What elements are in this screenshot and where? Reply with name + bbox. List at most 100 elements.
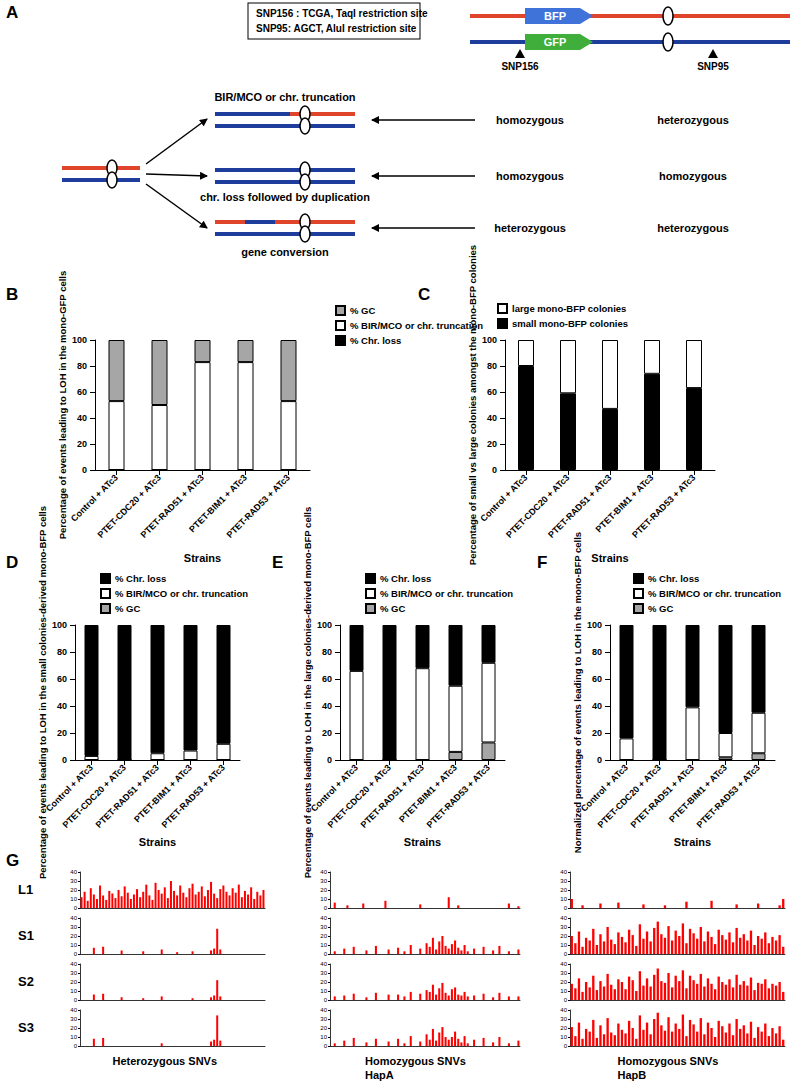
svg-text:20: 20 (70, 887, 77, 893)
svg-text:10: 10 (70, 1034, 77, 1040)
svg-text:Strains: Strains (674, 836, 711, 848)
svg-text:0: 0 (492, 465, 497, 475)
svg-text:40: 40 (592, 701, 602, 711)
svg-text:40: 40 (560, 961, 567, 967)
svg-text:10: 10 (70, 988, 77, 994)
svg-text:PTET-RAD53 + ATc3: PTET-RAD53 + ATc3 (695, 762, 763, 830)
svg-text:BFP: BFP (544, 10, 566, 22)
svg-text:100: 100 (482, 335, 497, 345)
svg-text:20: 20 (320, 979, 327, 985)
svg-text:Strains: Strains (591, 552, 628, 564)
svg-text:PTET-RAD53 + ATc3: PTET-RAD53 + ATc3 (630, 472, 698, 540)
svg-text:% Chr. loss: % Chr. loss (115, 573, 166, 584)
svg-text:40: 40 (320, 1007, 327, 1013)
svg-text:60: 60 (322, 674, 332, 684)
svg-text:40: 40 (560, 1007, 567, 1013)
svg-text:Percentage of events leading t: Percentage of events leading to LOH in t… (37, 506, 48, 879)
svg-text:% BIR/MCO or chr. truncation: % BIR/MCO or chr. truncation (350, 320, 483, 331)
svg-text:% BIR/MCO or chr. truncation: % BIR/MCO or chr. truncation (648, 588, 781, 599)
svg-text:PTET-CDC20 + ATc3: PTET-CDC20 + ATc3 (326, 762, 394, 830)
svg-text:Homozygous SNVs: Homozygous SNVs (365, 1055, 469, 1067)
svg-text:20: 20 (70, 1025, 77, 1031)
svg-text:heterozygous: heterozygous (494, 222, 566, 234)
svg-text:20: 20 (560, 1025, 567, 1031)
svg-text:80: 80 (592, 647, 602, 657)
svg-text:80: 80 (57, 647, 67, 657)
svg-text:60: 60 (487, 387, 497, 397)
svg-text:Homozygous SNVs: Homozygous SNVs (618, 1055, 722, 1067)
svg-text:large mono-BFP colonies: large mono-BFP colonies (512, 303, 626, 314)
svg-text:20: 20 (322, 728, 332, 738)
svg-text:B: B (6, 285, 18, 304)
svg-text:20: 20 (560, 887, 567, 893)
svg-text:100: 100 (317, 620, 332, 630)
svg-text:40: 40 (70, 915, 77, 921)
svg-text:10: 10 (320, 942, 327, 948)
svg-text:30: 30 (560, 878, 567, 884)
svg-text:0: 0 (564, 997, 568, 1003)
svg-text:10: 10 (320, 988, 327, 994)
svg-text:30: 30 (320, 970, 327, 976)
svg-text:20: 20 (57, 728, 67, 738)
svg-text:gene conversion: gene conversion (241, 246, 329, 258)
svg-text:PTET-BIM1 + ATc3: PTET-BIM1 + ATc3 (132, 762, 194, 824)
svg-text:0: 0 (62, 755, 67, 765)
svg-text:20: 20 (560, 933, 567, 939)
svg-text:40: 40 (320, 869, 327, 875)
svg-text:0: 0 (82, 465, 87, 475)
svg-text:20: 20 (70, 979, 77, 985)
svg-text:PTET-RAD53 + ATc3: PTET-RAD53 + ATc3 (225, 472, 293, 540)
svg-text:G: G (6, 851, 19, 870)
svg-text:40: 40 (57, 701, 67, 711)
svg-text:0: 0 (324, 1043, 328, 1049)
svg-text:100: 100 (52, 620, 67, 630)
svg-text:80: 80 (487, 361, 497, 371)
svg-text:0: 0 (324, 997, 328, 1003)
svg-text:30: 30 (70, 970, 77, 976)
svg-text:30: 30 (70, 924, 77, 930)
svg-text:PTET-RAD51 + ATc3: PTET-RAD51 + ATc3 (94, 762, 162, 830)
svg-text:S2: S2 (18, 974, 34, 989)
svg-text:20: 20 (320, 933, 327, 939)
svg-text:20: 20 (320, 887, 327, 893)
svg-text:chr. loss followed by duplicat: chr. loss followed by duplication (200, 191, 370, 203)
svg-text:10: 10 (320, 896, 327, 902)
svg-text:0: 0 (564, 905, 568, 911)
svg-text:HapB: HapB (618, 1069, 647, 1081)
svg-text:HapA: HapA (365, 1069, 394, 1081)
svg-text:40: 40 (560, 869, 567, 875)
svg-text:Strains: Strains (139, 836, 176, 848)
svg-text:30: 30 (560, 970, 567, 976)
svg-text:30: 30 (320, 878, 327, 884)
svg-text:0: 0 (74, 997, 78, 1003)
svg-text:20: 20 (77, 439, 87, 449)
svg-text:% GC: % GC (350, 305, 375, 316)
svg-text:C: C (418, 285, 430, 304)
svg-text:20: 20 (320, 1025, 327, 1031)
svg-text:small mono-BFP colonies: small mono-BFP colonies (512, 318, 628, 329)
svg-text:PTET-RAD53 + ATc3: PTET-RAD53 + ATc3 (425, 762, 493, 830)
svg-text:Strains: Strains (184, 552, 221, 564)
svg-text:% GC: % GC (115, 603, 140, 614)
svg-text:40: 40 (322, 701, 332, 711)
svg-text:30: 30 (70, 1016, 77, 1022)
svg-text:0: 0 (74, 951, 78, 957)
svg-text:40: 40 (320, 915, 327, 921)
svg-text:10: 10 (70, 896, 77, 902)
svg-text:30: 30 (320, 924, 327, 930)
svg-text:Percentage of events leading t: Percentage of events leading to LOH in t… (302, 507, 313, 878)
svg-text:Strains: Strains (404, 836, 441, 848)
svg-text:PTET-BIM1 + ATc3: PTET-BIM1 + ATc3 (667, 762, 729, 824)
svg-text:10: 10 (560, 988, 567, 994)
svg-text:10: 10 (560, 1034, 567, 1040)
svg-text:E: E (272, 553, 283, 572)
svg-text:BIR/MCO or chr. truncation: BIR/MCO or chr. truncation (214, 91, 355, 103)
svg-text:10: 10 (560, 942, 567, 948)
svg-text:20: 20 (592, 728, 602, 738)
svg-text:0: 0 (324, 951, 328, 957)
svg-text:Heterozygous SNVs: Heterozygous SNVs (113, 1055, 218, 1067)
svg-text:homozygous: homozygous (496, 114, 564, 126)
svg-text:PTET-RAD53 + ATc3: PTET-RAD53 + ATc3 (160, 762, 228, 830)
svg-text:30: 30 (560, 924, 567, 930)
svg-text:heterozygous: heterozygous (657, 222, 729, 234)
